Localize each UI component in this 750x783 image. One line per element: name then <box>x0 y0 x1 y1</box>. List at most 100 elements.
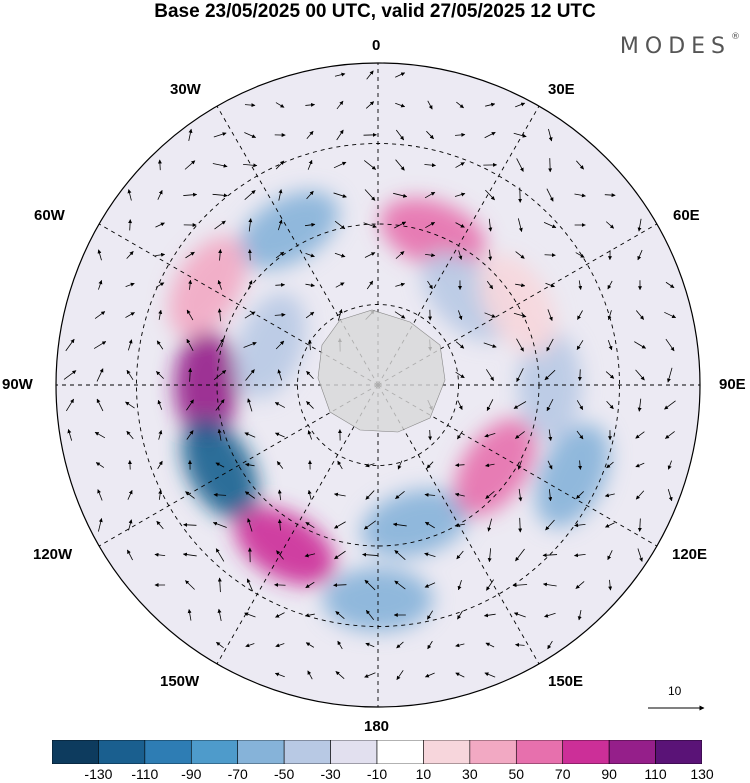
wind-vector <box>336 129 344 141</box>
wind-vector <box>213 492 227 497</box>
colorbar-swatch <box>376 740 424 764</box>
wind-vector <box>94 311 106 319</box>
wind-vector <box>333 492 346 497</box>
colorbar-swatch <box>144 740 192 764</box>
colorbar-tick-label: 110 <box>644 766 667 782</box>
wind-vector <box>306 130 314 140</box>
wind-vector <box>337 460 343 470</box>
wind-vector <box>576 491 584 499</box>
wind-vector <box>126 369 134 381</box>
wind-vector <box>576 430 584 440</box>
lon-label-120w: 120W <box>33 546 73 563</box>
wind-vector <box>305 311 315 319</box>
wind-vector <box>305 252 315 258</box>
wind-vector <box>158 309 163 320</box>
wind-vector <box>577 310 583 320</box>
wind-vector <box>637 548 643 562</box>
wind-vector <box>515 251 525 259</box>
wind-vector <box>512 583 528 588</box>
wind-vector <box>483 342 497 348</box>
wind-vector <box>545 282 555 288</box>
wind-vector <box>484 312 496 318</box>
wind-vector <box>574 193 586 198</box>
wind-vector <box>335 611 345 619</box>
wind-vector <box>607 550 613 561</box>
wind-vector <box>542 553 558 558</box>
meridian-line <box>98 384 379 547</box>
wind-vector <box>635 490 645 500</box>
colorbar-tick-label: -30 <box>320 766 341 782</box>
wind-vector <box>483 613 496 618</box>
wind-vector <box>635 431 645 439</box>
wind-vector <box>424 191 436 199</box>
wind-vector <box>215 548 225 562</box>
wind-vector <box>244 432 256 438</box>
wind-vector <box>488 218 493 232</box>
wind-vector <box>277 219 283 231</box>
wind-vector <box>157 460 163 470</box>
reference-vector-label: 10 <box>668 684 682 698</box>
colorbar-swatch <box>283 740 331 764</box>
wind-vector <box>574 523 586 528</box>
wind-vector <box>247 280 253 290</box>
lon-label-60w: 60W <box>34 207 65 224</box>
colorbar-swatch <box>330 740 378 764</box>
wind-vector <box>516 338 524 352</box>
wind-vector <box>604 493 615 498</box>
colorbar-tick-label: 130 <box>690 766 714 782</box>
wind-vector <box>275 282 286 287</box>
wind-vector <box>337 640 343 650</box>
wind-vector <box>277 489 282 501</box>
wind-vector <box>543 222 557 228</box>
wind-vector <box>305 581 315 589</box>
brand-logo: MODES® <box>620 32 740 59</box>
wind-vector <box>546 188 554 202</box>
wind-vector <box>305 102 316 107</box>
wind-vector <box>575 581 585 589</box>
wind-vector <box>366 70 374 80</box>
wind-vector <box>484 131 496 139</box>
wind-vector <box>244 190 256 200</box>
meridian-line <box>377 384 658 547</box>
wind-vector <box>485 369 495 382</box>
wind-vector <box>276 550 284 560</box>
wind-vector <box>607 280 613 290</box>
wind-vector <box>486 579 494 591</box>
wind-vector <box>65 398 75 412</box>
wind-vector <box>424 582 436 588</box>
lon-label-150e: 150E <box>548 673 584 690</box>
wind-vector <box>128 219 133 231</box>
wind-vector <box>577 369 582 382</box>
colorbar-tick-label: 30 <box>462 766 478 782</box>
wind-vector <box>515 548 525 562</box>
wind-vector <box>395 491 405 499</box>
wind-vector <box>186 338 194 351</box>
wind-vector <box>275 102 285 108</box>
wind-vector <box>274 402 286 408</box>
wind-vector <box>425 253 436 258</box>
colorbar-swatch <box>190 740 239 764</box>
wind-vector <box>455 162 465 168</box>
wind-vector <box>366 280 374 290</box>
wind-vector <box>576 160 584 170</box>
lon-label-30e: 30E <box>548 81 575 98</box>
wind-vector <box>158 430 163 440</box>
wind-vector <box>217 577 222 593</box>
anomaly-blob <box>181 418 259 520</box>
wind-vector <box>394 580 406 590</box>
wind-vector <box>456 550 464 560</box>
colorbar-tick-label: 50 <box>508 766 525 782</box>
wind-vector <box>185 491 195 499</box>
wind-vector <box>513 312 527 318</box>
wind-vector <box>186 309 194 321</box>
wind-vector <box>156 520 164 530</box>
wind-vector <box>484 672 496 678</box>
wind-vector <box>182 552 197 557</box>
colorbar-swatch <box>98 740 146 764</box>
lon-label-120e: 120E <box>672 546 708 563</box>
wind-vector <box>544 612 556 618</box>
wind-vector <box>245 643 255 648</box>
map-boundary <box>55 62 701 708</box>
colorbar-tick-label: -70 <box>227 766 248 782</box>
